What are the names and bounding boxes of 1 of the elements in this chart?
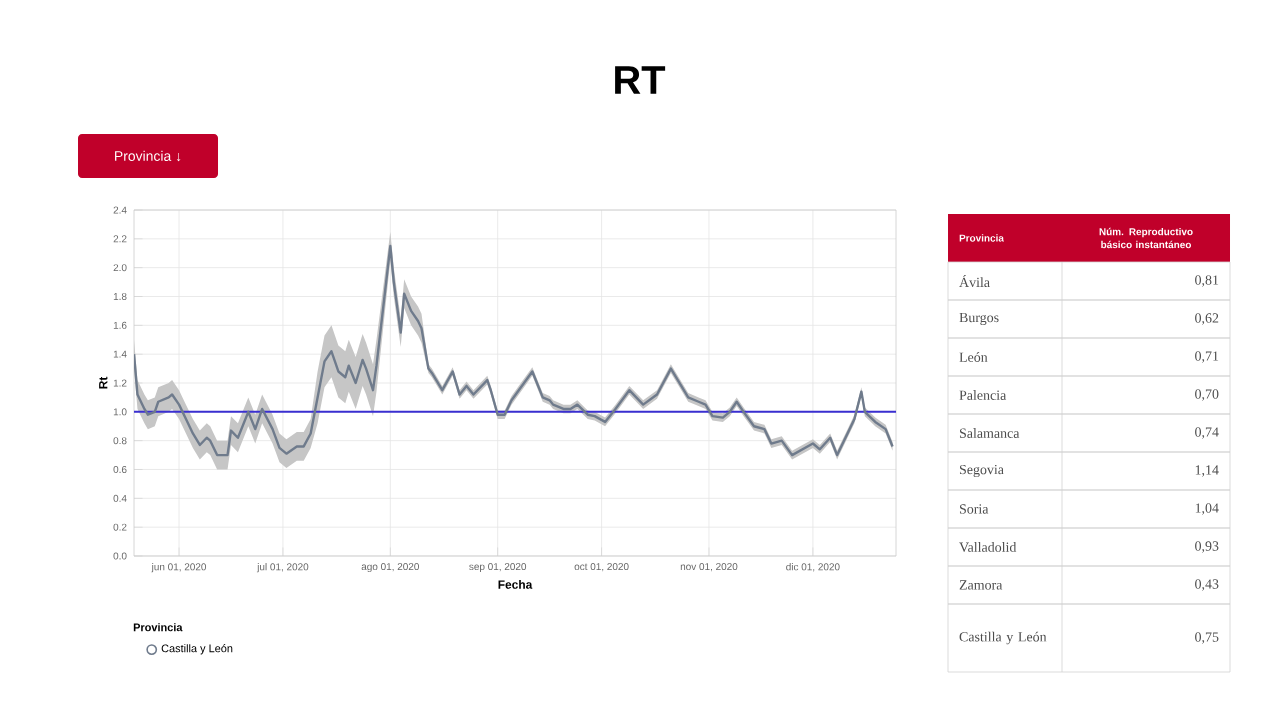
chart-title: RT	[615, 66, 666, 94]
